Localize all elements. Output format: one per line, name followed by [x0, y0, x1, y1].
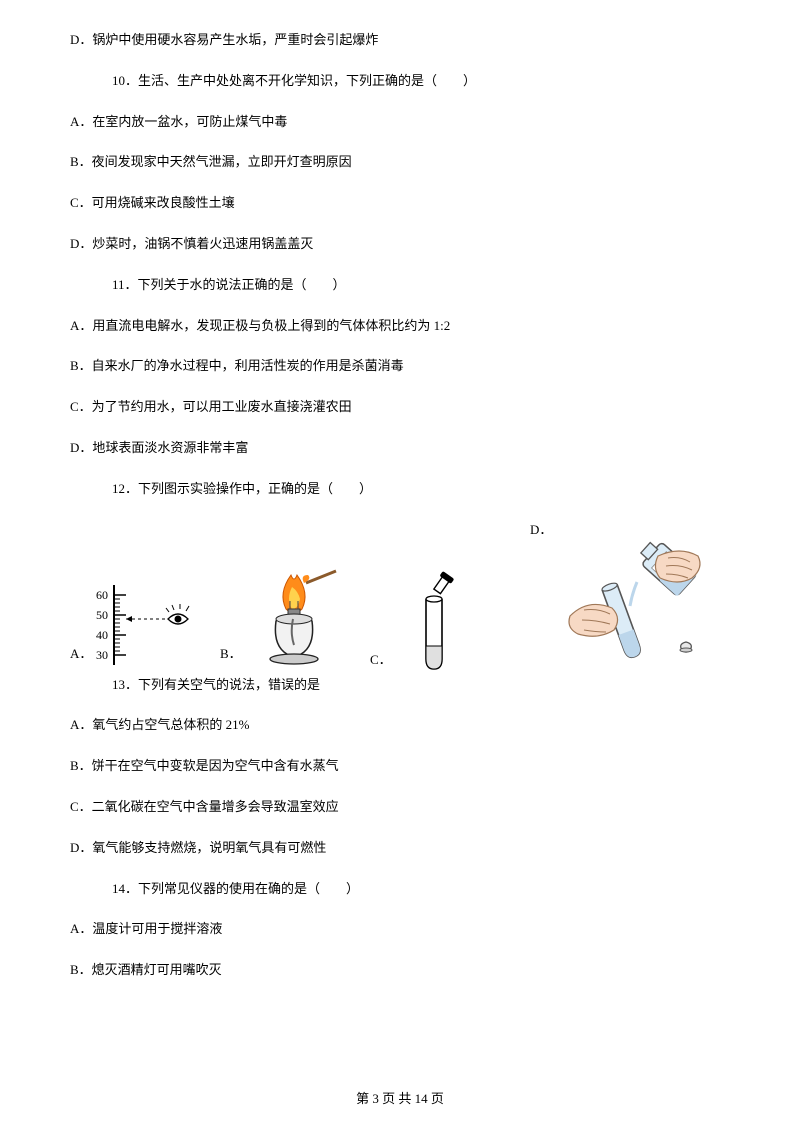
- q12-stem: 12．下列图示实验操作中，正确的是（ ）: [70, 479, 730, 500]
- q13-option-c: C．二氧化碳在空气中含量增多会导致温室效应: [70, 797, 730, 818]
- q14-option-a: A．温度计可用于搅拌溶液: [70, 919, 730, 940]
- q12-option-c-label: C．: [370, 650, 392, 671]
- tick-50: 50: [96, 608, 108, 622]
- prev-option-d: D．锅炉中使用硬水容易产生水垢，严重时会引起爆炸: [70, 30, 730, 51]
- q12-figure-b: [246, 565, 341, 665]
- q13-option-b: B．饼干在空气中变软是因为空气中含有水蒸气: [70, 756, 730, 777]
- q10-option-d: D．炒菜时，油锅不慎着火迅速用锅盖盖灭: [70, 234, 730, 255]
- q10-option-a: A．在室内放一盆水，可防止煤气中毒: [70, 112, 730, 133]
- q11-option-d: D．地球表面淡水资源非常丰富: [70, 438, 730, 459]
- q10-stem: 10．生活、生产中处处离不开化学知识，下列正确的是（ ）: [70, 71, 730, 92]
- q14-option-b: B．熄灭酒精灯可用嘴吹灭: [70, 960, 730, 981]
- q12-figure-c: [396, 571, 476, 671]
- q14-stem: 14．下列常见仪器的使用在确的是（ ）: [70, 879, 730, 900]
- tick-40: 40: [96, 628, 108, 642]
- q11-stem: 11．下列关于水的说法正确的是（ ）: [70, 275, 730, 296]
- page-footer: 第 3 页 共 14 页: [0, 1089, 800, 1110]
- q12-figure-d: [540, 538, 710, 668]
- q11-option-a: A．用直流电电解水，发现正极与负极上得到的气体体积比约为 1:2: [70, 316, 730, 337]
- tick-30: 30: [96, 648, 108, 662]
- q12-option-a-label: A．: [70, 644, 92, 665]
- q11-option-b: B．自来水厂的净水过程中，利用活性炭的作用是杀菌消毒: [70, 356, 730, 377]
- q13-option-d: D．氧气能够支持燃烧，说明氧气具有可燃性: [70, 838, 730, 859]
- q10-option-b: B．夜间发现家中天然气泄漏，立即开灯查明原因: [70, 152, 730, 173]
- eye-icon: [166, 604, 189, 624]
- q13-option-a: A．氧气约占空气总体积的 21%: [70, 715, 730, 736]
- tick-60: 60: [96, 588, 108, 602]
- q12-figure-a: 60 50 40 30: [96, 585, 191, 665]
- q11-option-c: C．为了节约用水，可以用工业废水直接浇灌农田: [70, 397, 730, 418]
- q13-stem: 13．下列有关空气的说法，错误的是: [70, 675, 730, 696]
- q12-option-b-label: B．: [220, 644, 242, 665]
- q10-option-c: C．可用烧碱来改良酸性土壤: [70, 193, 730, 214]
